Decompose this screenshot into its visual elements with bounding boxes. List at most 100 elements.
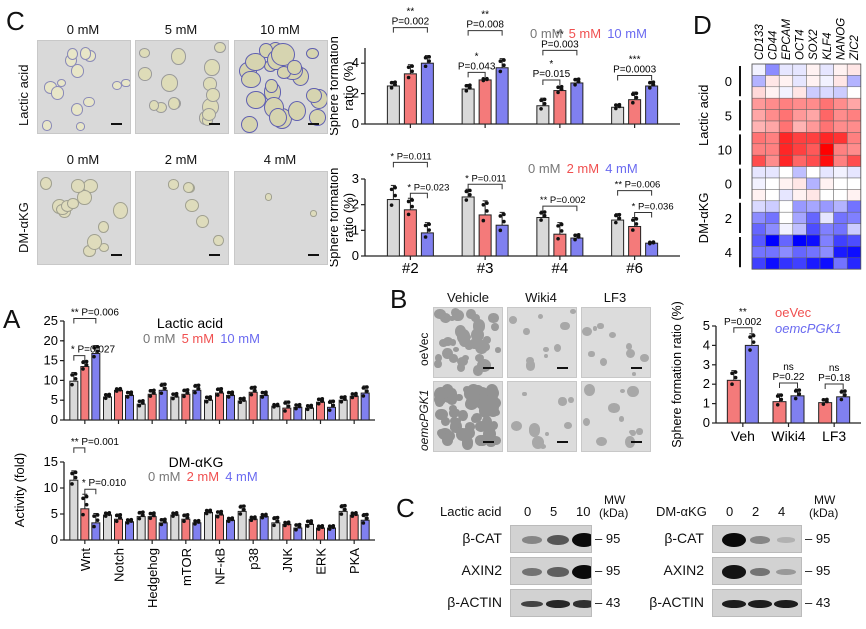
heatmap-cell	[765, 154, 780, 167]
data-point	[617, 104, 622, 109]
heatmap-cell	[819, 177, 834, 190]
sphere-cell	[206, 88, 220, 102]
data-point	[617, 212, 622, 217]
heatmap-cell	[846, 132, 862, 145]
heatmap-cell	[765, 211, 780, 224]
bar-5-mm	[181, 393, 191, 421]
sphere-cell	[168, 97, 181, 110]
sphere-cell	[241, 71, 261, 89]
data-point	[125, 390, 130, 395]
heatmap-cell	[778, 223, 794, 236]
y-tick-label: 0	[51, 532, 58, 547]
data-point	[485, 201, 489, 205]
data-point	[339, 395, 344, 400]
data-point	[171, 511, 175, 515]
data-point	[339, 399, 344, 404]
bar-10-mm	[495, 67, 509, 125]
heatmap-cell	[819, 154, 834, 167]
bar-2-mm	[114, 518, 123, 541]
data-point	[137, 399, 142, 404]
scale-bar	[631, 367, 642, 369]
data-point	[350, 514, 355, 518]
data-point	[148, 511, 153, 516]
heatmap-cell	[846, 86, 862, 99]
heatmap-cell	[846, 97, 862, 110]
legend-item: 0 mM	[143, 331, 176, 346]
data-point	[559, 222, 564, 227]
data-point	[238, 512, 243, 516]
data-point	[249, 386, 254, 390]
data-point	[148, 516, 153, 521]
bar-4-mm	[420, 232, 434, 257]
data-point	[242, 504, 246, 508]
data-point	[423, 235, 428, 239]
data-point	[393, 80, 397, 84]
y-tick-label: 3	[352, 171, 359, 186]
data-point	[481, 218, 486, 223]
significance-bracket	[467, 71, 486, 78]
row-group-dose: 0	[725, 177, 732, 192]
significance-label: * P=0.023	[407, 182, 449, 193]
blot-lane-label: 0	[726, 504, 734, 519]
sphere-cell	[523, 327, 530, 335]
data-point	[163, 386, 167, 391]
data-point	[617, 216, 622, 221]
data-point	[775, 402, 780, 407]
heatmap-cell	[751, 257, 766, 270]
heatmap-cell	[833, 154, 848, 167]
heatmap-cell	[819, 97, 834, 110]
sphere-cell	[490, 403, 499, 412]
data-point	[118, 387, 123, 392]
bar-0-mm	[338, 399, 348, 421]
data-point	[331, 399, 336, 404]
data-point	[226, 516, 231, 521]
sphere-cell	[50, 86, 65, 100]
y-tick-label: 10	[44, 372, 58, 387]
micrograph-oevec-wiki4	[507, 307, 577, 378]
data-point	[485, 209, 489, 213]
heatmap-cell	[819, 120, 834, 133]
data-point	[468, 85, 472, 90]
sphere-cell	[483, 427, 496, 442]
heatmap-cell	[819, 211, 834, 224]
data-point	[327, 527, 332, 531]
heatmap-cell	[765, 109, 780, 122]
heatmap-cell	[833, 189, 848, 202]
bar-0-mm	[170, 514, 180, 541]
data-point	[576, 77, 581, 81]
data-point	[129, 392, 134, 397]
micrograph-lactic-5mm	[135, 40, 229, 134]
x-tick-label: mTOR	[179, 548, 194, 586]
data-point	[148, 389, 153, 393]
heatmap-cell	[833, 211, 848, 224]
scale-bar	[483, 367, 494, 369]
bar-10-mm	[125, 394, 134, 421]
bar-2-mm	[147, 516, 157, 541]
data-point	[576, 235, 581, 239]
data-point	[406, 65, 411, 70]
data-point	[294, 523, 298, 527]
data-point	[171, 396, 175, 401]
sphere-cell	[246, 91, 267, 110]
data-point	[294, 403, 298, 407]
heatmap-column-label: NANOG	[835, 18, 847, 60]
micrograph-oemcpgk1-lf3	[581, 381, 651, 452]
row-group-dose: 4	[725, 245, 732, 260]
blot-band	[572, 565, 591, 579]
data-point	[193, 384, 197, 388]
sphere-cell	[624, 435, 635, 448]
sphere-cell	[75, 122, 85, 131]
heatmap-cell	[765, 234, 780, 247]
data-point	[193, 390, 197, 395]
data-point	[427, 228, 431, 232]
data-point	[95, 518, 100, 523]
data-point	[92, 514, 96, 518]
data-point	[185, 513, 190, 517]
sphere-cell	[510, 420, 522, 431]
sphere-cell	[597, 323, 604, 329]
heatmap-cell	[819, 166, 834, 179]
significance-bracket	[392, 27, 428, 33]
data-point	[361, 513, 366, 518]
significance-stars: ns	[829, 363, 840, 374]
